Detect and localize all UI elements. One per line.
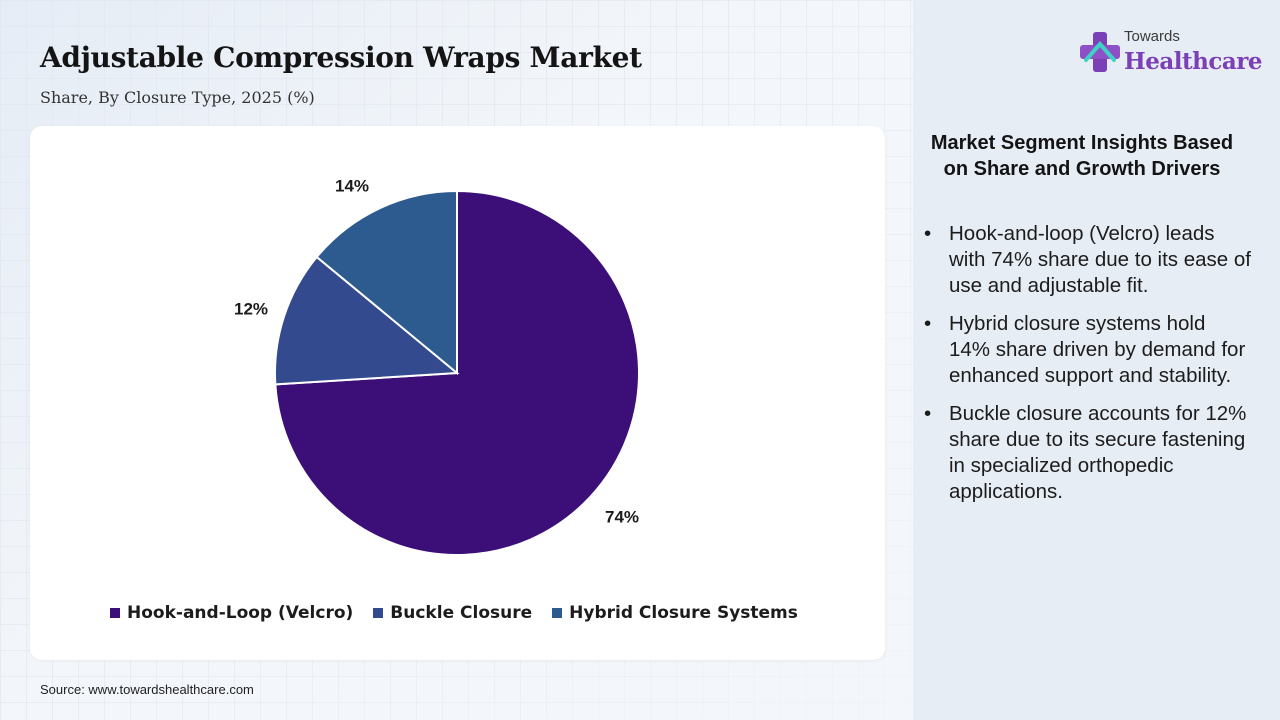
slice-value-label: 12%: [234, 299, 268, 318]
logo-top-text: Towards: [1124, 28, 1180, 45]
legend-item: Hybrid Closure Systems: [552, 603, 798, 623]
page-subtitle: Share, By Closure Type, 2025 (%): [40, 88, 315, 107]
pie-chart: 74% 12% 14%: [234, 176, 640, 556]
legend-item: Buckle Closure: [373, 603, 532, 623]
insight-item: Hook-and-loop (Velcro) leads with 74% sh…: [922, 221, 1252, 299]
medical-cross-icon: [1080, 32, 1120, 72]
legend-label: Buckle Closure: [390, 603, 533, 623]
page-title: Adjustable Compression Wraps Market: [40, 41, 642, 74]
legend-swatch: [552, 608, 563, 618]
insight-item: Buckle closure accounts for 12% share du…: [922, 401, 1252, 505]
legend-swatch: [373, 608, 384, 618]
insight-item: Hybrid closure systems hold 14% share dr…: [922, 311, 1252, 389]
source-note: Source: www.towardshealthcare.com: [40, 682, 254, 697]
insights-title: Market Segment Insights Based on Share a…: [930, 132, 1234, 180]
insights-list: Hook-and-loop (Velcro) leads with 74% sh…: [922, 221, 1252, 517]
slice-value-label: 14%: [335, 176, 369, 195]
chart-legend: Hook-and-Loop (Velcro) Buckle Closure Hy…: [110, 603, 798, 623]
legend-item: Hook-and-Loop (Velcro): [110, 603, 353, 623]
logo-main-text: Healthcare: [1124, 48, 1263, 75]
slice-hybrid-closure: [315, 189, 458, 376]
legend-swatch: [110, 608, 120, 618]
slice-value-label: 74%: [605, 507, 639, 526]
legend-label: Hybrid Closure Systems: [569, 603, 798, 623]
legend-label: Hook-and-Loop (Velcro): [127, 603, 354, 623]
brand-logo[interactable]: Towards Healthcare: [1080, 28, 1263, 78]
slice-buckle-closure: [274, 255, 460, 386]
